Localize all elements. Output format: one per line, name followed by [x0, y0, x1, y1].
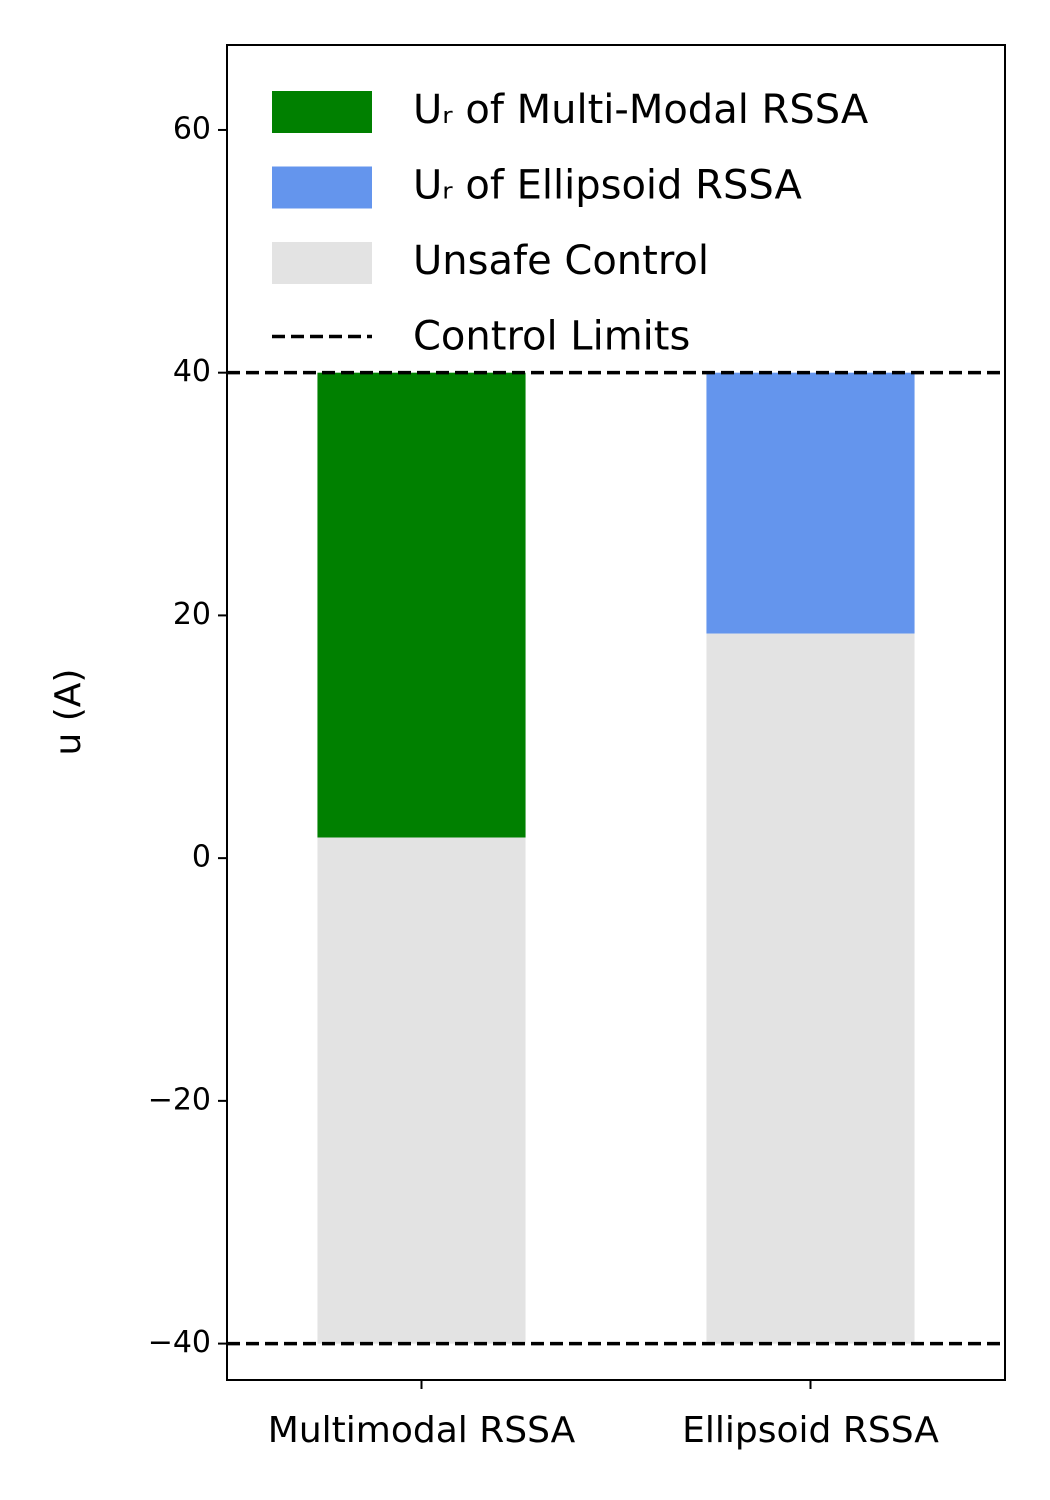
y-tick-label: 40 [173, 354, 211, 389]
legend-swatch [272, 91, 372, 133]
bar-segment [706, 372, 915, 634]
legend-swatch [272, 166, 372, 209]
y-tick-label: −40 [148, 1325, 211, 1360]
legend-label: Unsafe Control [413, 238, 709, 284]
y-tick-label: 60 [173, 111, 211, 146]
legend-label: Uᵣ of Ellipsoid RSSA [413, 163, 802, 209]
legend-swatch [272, 242, 372, 284]
legend-label: Uᵣ of Multi-Modal RSSA [413, 87, 869, 133]
x-tick-label: Ellipsoid RSSA [682, 1410, 939, 1451]
y-tick-label: −20 [148, 1082, 211, 1117]
bar-segment [317, 837, 526, 1344]
plot-frame [226, 44, 1006, 1381]
bar-segment [706, 633, 915, 1344]
y-tick-label: 0 [192, 840, 211, 875]
bar-segment [317, 372, 526, 838]
y-tick-label: 20 [173, 597, 211, 632]
legend-label: Control Limits [413, 314, 690, 360]
y-axis-label: u (A) [48, 669, 89, 756]
x-tick-label: Multimodal RSSA [268, 1410, 576, 1451]
